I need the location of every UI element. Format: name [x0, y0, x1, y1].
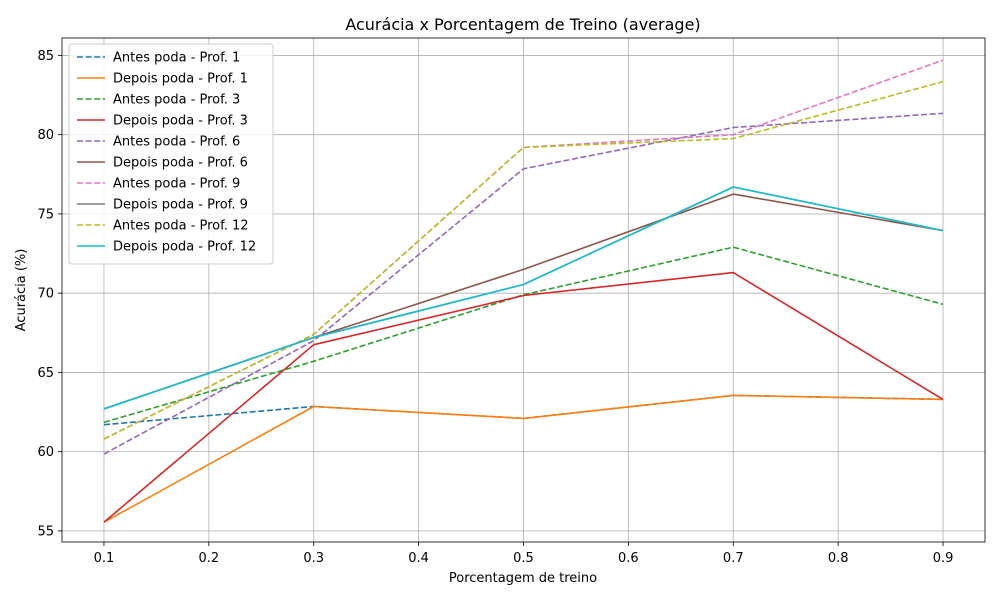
legend-label: Depois poda - Prof. 1	[113, 72, 248, 87]
grid	[62, 38, 985, 542]
legend-label: Depois poda - Prof. 3	[113, 114, 248, 129]
x-tick-label: 0.9	[933, 551, 954, 566]
legend-label: Antes poda - Prof. 12	[113, 219, 249, 234]
y-tick-label: 85	[37, 49, 54, 64]
y-tick-label: 75	[37, 207, 54, 222]
y-tick-label: 70	[37, 287, 54, 302]
series-line	[103, 394, 944, 523]
legend: Antes poda - Prof. 1 Depois poda - Prof. …	[68, 43, 274, 265]
legend-label: Depois poda - Prof. 9	[113, 198, 248, 213]
series-line	[103, 80, 944, 440]
x-tick-label: 0.3	[303, 551, 324, 566]
legend-label: Depois poda - Prof. 12	[113, 240, 256, 255]
legend-label: Antes poda - Prof. 6	[113, 135, 240, 150]
x-tick-label: 0.6	[618, 551, 639, 566]
legend-label: Antes poda - Prof. 3	[113, 93, 240, 108]
series-line	[103, 112, 944, 455]
x-tick-label: 0.8	[828, 551, 849, 566]
legend-label: Antes poda - Prof. 9	[113, 177, 240, 192]
legend-label: Antes poda - Prof. 1	[113, 51, 240, 66]
x-tick-label: 0.5	[513, 551, 534, 566]
x-tick-label: 0.2	[198, 551, 219, 566]
y-tick-label: 65	[37, 366, 54, 381]
y-tick-label: 80	[37, 128, 54, 143]
series-line	[103, 186, 944, 410]
y-tick-label: 55	[37, 524, 54, 539]
series-line	[103, 246, 944, 424]
series-line	[103, 271, 944, 523]
y-axis-ticks: 55 60 65 70 75 80 85	[37, 49, 62, 539]
series-lines	[103, 59, 944, 523]
y-axis-label: Acurácia (%)	[14, 249, 29, 332]
x-axis-ticks: 0.1 0.2 0.3 0.4 0.5 0.6 0.7 0.8 0.9	[94, 542, 954, 566]
x-tick-label: 0.7	[723, 551, 744, 566]
legend-label: Depois poda - Prof. 6	[113, 156, 248, 171]
chart-title: Acurácia x Porcentagem de Treino (averag…	[345, 15, 700, 34]
x-axis-label: Porcentagem de treino	[449, 571, 597, 586]
x-tick-label: 0.1	[94, 551, 115, 566]
x-tick-label: 0.4	[408, 551, 429, 566]
legend-box	[68, 43, 274, 265]
y-tick-label: 60	[37, 445, 54, 460]
